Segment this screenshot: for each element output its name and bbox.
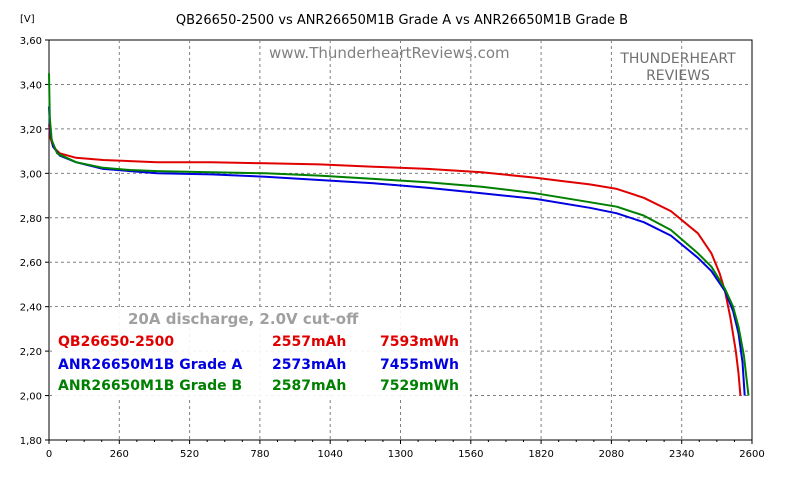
legend-name-grade-a: ANR26650M1B Grade A xyxy=(58,357,242,373)
legend-name-grade-b: ANR26650M1B Grade B xyxy=(58,378,242,394)
x-tick-label: 1300 xyxy=(388,449,413,460)
x-tick-label: 0 xyxy=(46,449,52,460)
x-tick-label: 1040 xyxy=(317,449,342,460)
legend-capacity-grade-b: 2587mAh xyxy=(272,378,346,394)
brand-line-1: THUNDERHEART xyxy=(619,51,736,67)
x-tick-label: 520 xyxy=(180,449,199,460)
x-tick-label: 2600 xyxy=(739,449,764,460)
discharge-condition: 20A discharge, 2.0V cut-off xyxy=(128,310,359,328)
x-tick-label: 780 xyxy=(250,449,269,460)
x-tick-labels: 0 260 520 780 1040 1300 1560 1820 2080 2340 2600 xyxy=(46,440,765,460)
chart-title: QB26650-2500 vs ANR26650M1B Grade A vs A… xyxy=(176,13,628,28)
y-tick-label: 2,40 xyxy=(20,303,42,314)
y-tick-label: 1,80 xyxy=(20,436,42,447)
legend-energy-grade-b: 7529mWh xyxy=(380,378,459,394)
x-tick-label: 1560 xyxy=(458,449,483,460)
y-tick-label: 3,40 xyxy=(20,80,42,91)
y-tick-label: 2,00 xyxy=(20,392,42,403)
x-tick-label: 1820 xyxy=(528,449,553,460)
legend-capacity-grade-a: 2573mAh xyxy=(272,357,346,373)
y-tick-label: 2,80 xyxy=(20,214,42,225)
series-line-2 xyxy=(48,73,750,396)
legend-capacity-qb: 2557mAh xyxy=(272,334,346,350)
y-tick-label: 3,00 xyxy=(20,169,42,180)
legend-energy-qb: 7593mWh xyxy=(380,334,459,350)
y-tick-label: 2,60 xyxy=(20,258,42,269)
y-tick-label: 3,20 xyxy=(20,125,42,136)
series-line-0 xyxy=(48,124,742,396)
legend-energy-grade-a: 7455mWh xyxy=(380,357,459,373)
y-tick-label: 2,20 xyxy=(20,347,42,358)
series-lines xyxy=(48,73,750,396)
brand-line-2: REVIEWS xyxy=(646,68,710,84)
legend-name-qb: QB26650-2500 xyxy=(58,334,174,350)
x-tick-label: 2080 xyxy=(599,449,624,460)
x-tick-label: 260 xyxy=(110,449,129,460)
y-axis-unit: [V] xyxy=(20,14,35,25)
y-tick-labels: 1,80 2,00 2,20 2,40 2,60 2,80 3,00 3,20 3,40 3,60 xyxy=(20,36,49,447)
x-tick-label: 2340 xyxy=(669,449,694,460)
y-tick-label: 3,60 xyxy=(20,36,42,47)
annotation-box xyxy=(55,307,470,397)
watermark-url: www.ThunderheartReviews.com xyxy=(269,44,510,62)
